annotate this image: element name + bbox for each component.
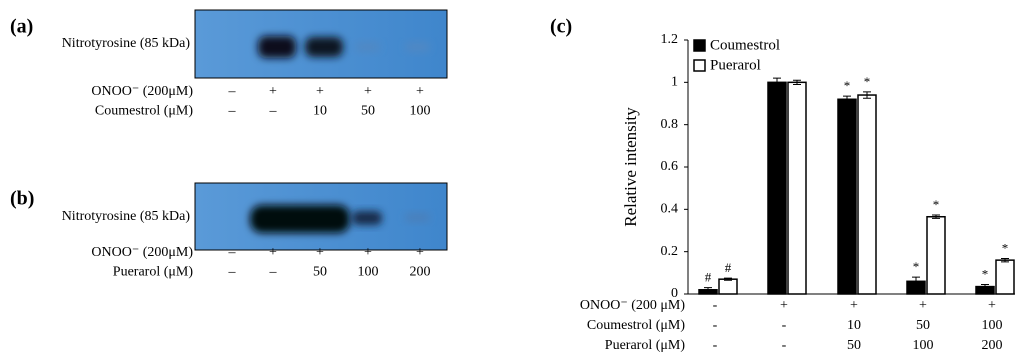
bar xyxy=(838,99,856,294)
row-name: Puerarol (μM) xyxy=(113,265,194,280)
y-tick-label: 0.4 xyxy=(661,202,679,217)
row-cell: – xyxy=(269,104,278,119)
bar xyxy=(996,260,1014,294)
x-row-cell: + xyxy=(919,298,927,313)
x-row-name: ONOO⁻ (200 μM) xyxy=(580,298,685,313)
x-row-cell: + xyxy=(850,298,858,313)
row-cell: + xyxy=(416,84,424,99)
row-cell: + xyxy=(269,84,277,99)
blot-a xyxy=(195,10,447,78)
blot-b xyxy=(195,183,447,250)
row-cell: + xyxy=(316,84,324,99)
x-row-cell: 100 xyxy=(982,318,1003,333)
row-cell: – xyxy=(228,265,237,280)
x-row-name: Puerarol (μM) xyxy=(605,338,686,353)
row-cell: + xyxy=(364,84,372,99)
bar xyxy=(768,82,786,294)
significance-marker: # xyxy=(725,260,732,275)
x-row-cell: - xyxy=(782,338,787,353)
x-row-cell: 200 xyxy=(982,338,1003,353)
y-tick-label: 1 xyxy=(671,75,678,90)
bar xyxy=(858,95,876,294)
significance-marker: # xyxy=(705,270,712,285)
y-tick-label: 0.2 xyxy=(661,244,679,259)
significance-marker: * xyxy=(1002,240,1009,255)
x-row-cell: - xyxy=(713,338,718,353)
significance-marker: * xyxy=(982,266,989,281)
x-row-cell: + xyxy=(780,298,788,313)
x-row-cell: 10 xyxy=(847,318,861,333)
significance-marker: * xyxy=(864,74,871,89)
x-row-cell: - xyxy=(713,298,718,313)
legend-swatch xyxy=(694,40,705,51)
legend-label: Coumestrol xyxy=(710,37,780,53)
row-cell: 50 xyxy=(361,104,375,119)
row-cell: – xyxy=(228,245,237,260)
y-tick-label: 0.6 xyxy=(661,159,679,174)
row-cell: 100 xyxy=(358,265,379,280)
significance-marker: * xyxy=(913,259,920,274)
x-row-cell: 100 xyxy=(913,338,934,353)
figure: (a) Nitrotyrosine (85 kDa) ONOO⁻ (200μM) – +… xyxy=(0,0,1017,354)
x-row-cell: 50 xyxy=(916,318,930,333)
significance-marker: * xyxy=(844,78,851,93)
bar xyxy=(927,217,945,294)
blot-label: Nitrotyrosine (85 kDa) xyxy=(62,209,191,224)
row-cell: 200 xyxy=(410,265,431,280)
row-cell: + xyxy=(316,245,324,260)
row-cell: + xyxy=(364,245,372,260)
row-name: ONOO⁻ (200μM) xyxy=(91,84,193,99)
row-cell: – xyxy=(228,84,237,99)
row-cell: 50 xyxy=(313,265,327,280)
row-name: ONOO⁻ (200μM) xyxy=(91,245,193,260)
x-row-cell: - xyxy=(713,318,718,333)
bar xyxy=(788,82,806,294)
row-cell: – xyxy=(228,104,237,119)
x-row-cell: - xyxy=(782,318,787,333)
significance-marker: * xyxy=(933,197,940,212)
x-row-cell: 50 xyxy=(847,338,861,353)
row-cell: 100 xyxy=(410,104,431,119)
x-row-cell: + xyxy=(988,298,996,313)
row-cell: + xyxy=(269,245,277,260)
row-name: Coumestrol (μM) xyxy=(95,104,193,119)
bar xyxy=(719,279,737,294)
blot-label: Nitrotyrosine (85 kDa) xyxy=(62,36,191,51)
y-axis-label: Relative intensity xyxy=(621,107,640,227)
row-cell: 10 xyxy=(313,104,327,119)
row-cell: + xyxy=(416,245,424,260)
legend-swatch xyxy=(694,60,705,71)
y-tick-label: 0.8 xyxy=(661,117,679,132)
row-cell: – xyxy=(269,265,278,280)
y-tick-label: 1.2 xyxy=(661,32,679,47)
x-row-name: Coumestrol (μM) xyxy=(587,318,685,333)
panel-label: (c) xyxy=(550,16,572,38)
panel-label: (a) xyxy=(10,16,33,38)
panel-label: (b) xyxy=(10,188,34,210)
legend-label: Puerarol xyxy=(710,57,761,73)
